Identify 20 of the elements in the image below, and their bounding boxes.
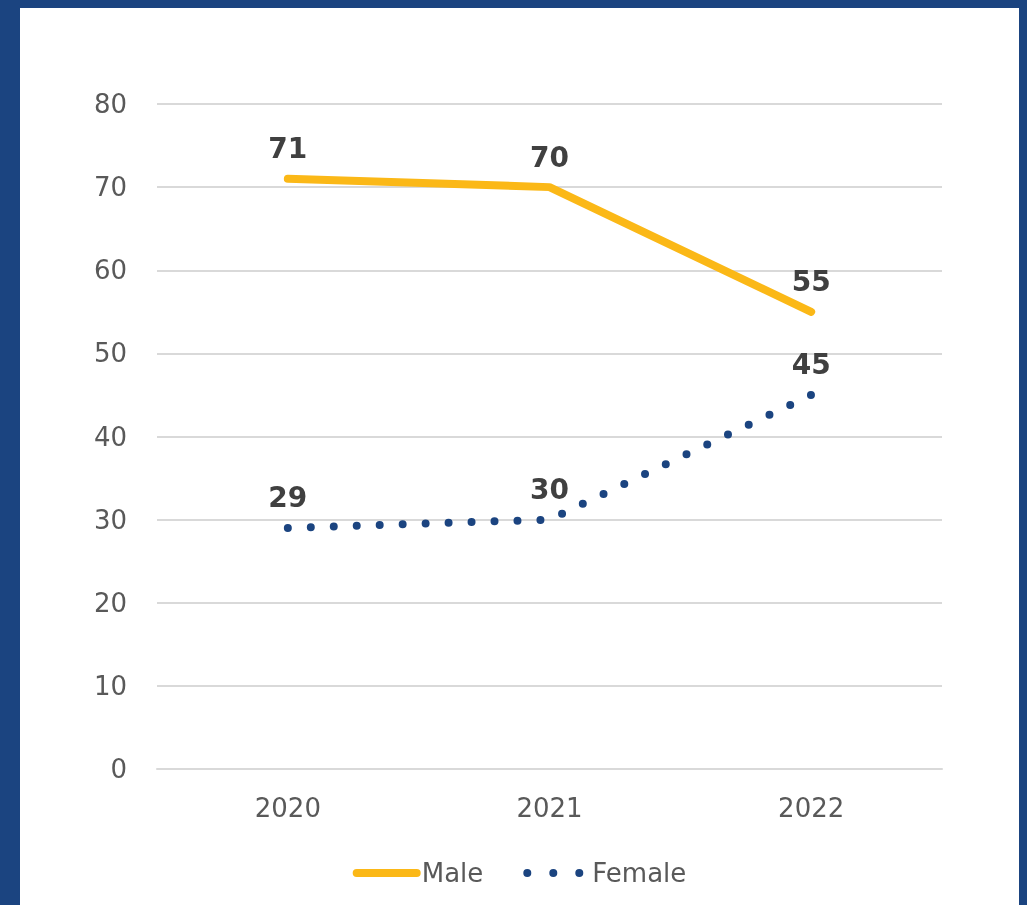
legend-label: Female — [592, 858, 687, 888]
x-tick-label: 2022 — [778, 793, 845, 823]
y-tick-label: 50 — [93, 338, 127, 369]
x-tick-label: 2021 — [516, 793, 583, 823]
legend-label: Male — [421, 858, 484, 888]
y-tick-label: 0 — [110, 754, 127, 784]
data-label: 71 — [268, 132, 308, 166]
y-tick-label: 80 — [93, 89, 127, 119]
data-label: 45 — [791, 348, 831, 382]
y-tick-label: 40 — [93, 421, 127, 452]
data-label: 30 — [530, 473, 569, 507]
data-label: 55 — [791, 265, 831, 299]
y-tick-label: 70 — [93, 172, 127, 203]
data-label: 29 — [268, 481, 308, 515]
y-tick-label: 10 — [93, 670, 127, 701]
data-label: 70 — [530, 140, 569, 174]
x-tick-label: 2020 — [254, 793, 321, 823]
y-tick-label: 30 — [93, 504, 127, 535]
y-tick-label: 60 — [93, 255, 127, 286]
y-tick-label: 20 — [93, 587, 127, 618]
